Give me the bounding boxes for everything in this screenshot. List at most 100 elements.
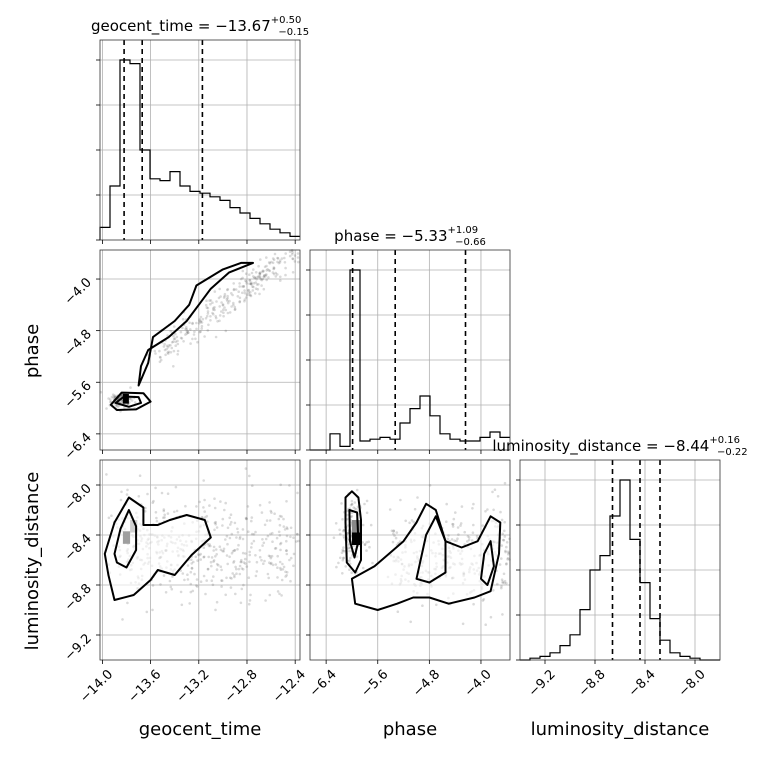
scatter-point-dist-phase-375	[467, 538, 471, 542]
scatter-point-phase-time-261	[260, 278, 264, 282]
scatter-point-dist-time-483	[146, 492, 149, 496]
scatter-point-phase-time-402	[154, 352, 157, 355]
scatter-point-phase-time-195	[276, 257, 280, 260]
x-tick-label-geocent_time-3: −12.8	[222, 667, 261, 706]
x-tick-label-phase-1: −5.6	[358, 667, 391, 700]
scatter-point-dist-phase-50	[343, 549, 346, 553]
scatter-point-dist-time-202	[268, 501, 271, 504]
scatter-point-phase-time-354	[258, 275, 262, 278]
scatter-point-dist-time-409	[110, 514, 113, 517]
scatter-point-dist-time-425	[254, 530, 257, 534]
scatter-point-dist-phase-209	[459, 524, 462, 527]
scatter-point-phase-time-356	[267, 276, 270, 279]
scatter-point-dist-time-378	[220, 579, 224, 582]
scatter-point-dist-time-406	[190, 567, 194, 570]
scatter-point-phase-time-272	[272, 258, 276, 262]
scatter-point-dist-time-123	[137, 495, 141, 498]
scatter-point-dist-time-5	[219, 565, 223, 568]
scatter-point-dist-time-69	[162, 508, 166, 511]
scatter-point-phase-time-157	[214, 335, 218, 339]
scatter-point-dist-time-276	[229, 586, 233, 589]
scatter-point-phase-time-201	[274, 275, 278, 278]
scatter-point-dist-time-102	[174, 485, 178, 489]
scatter-point-dist-phase-492	[399, 498, 402, 502]
scatter-point-phase-time-305	[262, 287, 266, 291]
scatter-point-dist-time-25	[205, 579, 208, 582]
scatter-point-dist-phase-338	[392, 529, 396, 533]
scatter-point-dist-time-86	[198, 500, 201, 504]
scatter-point-phase-time-304	[186, 331, 190, 335]
scatter-point-dist-time-402	[189, 570, 193, 574]
scatter-point-phase-time-293	[162, 345, 166, 348]
scatter-point-phase-time-69	[119, 400, 123, 403]
scatter-point-phase-time-255	[206, 310, 210, 313]
scatter-point-phase-time-216	[254, 287, 258, 291]
scatter-point-phase-time-375	[261, 269, 265, 273]
scatter-point-phase-time-181	[264, 273, 267, 277]
title-geocent-time-median: −13.67	[215, 17, 271, 35]
scatter-point-dist-time-442	[164, 591, 168, 594]
histogram-luminosity_distance	[520, 479, 720, 661]
scatter-point-phase-time-271	[291, 271, 295, 274]
scatter-point-dist-time-454	[241, 537, 245, 541]
scatter-point-dist-phase-351	[507, 551, 511, 555]
scatter-point-phase-time-202	[241, 291, 244, 295]
scatter-point-phase-time-381	[164, 353, 167, 357]
scatter-point-phase-time-156	[191, 322, 194, 326]
scatter-point-dist-phase-38	[350, 502, 354, 506]
scatter-point-dist-time-186	[260, 558, 263, 562]
scatter-point-dist-phase-400	[501, 581, 505, 585]
scatter-point-dist-time-155	[145, 610, 149, 614]
scatter-point-dist-phase-278	[471, 531, 475, 534]
scatter-point-phase-time-302	[214, 316, 218, 320]
scatter-point-phase-time-324	[250, 283, 253, 286]
scatter-point-dist-phase-8	[341, 558, 345, 562]
scatter-point-dist-time-144	[278, 560, 282, 564]
scatter-point-dist-phase-361	[482, 598, 486, 601]
scatter-point-dist-time-513	[225, 554, 229, 557]
scatter-point-phase-time-382	[279, 275, 282, 279]
scatter-point-dist-phase-408	[498, 563, 502, 566]
scatter-point-phase-time-198	[255, 278, 258, 281]
scatter-point-phase-time-319	[283, 261, 287, 264]
scatter-point-dist-phase-285	[466, 540, 469, 543]
scatter-point-phase-time-267	[252, 282, 256, 285]
scatter-point-phase-time-249	[167, 350, 171, 354]
scatter-point-dist-time-234	[250, 516, 254, 519]
y-tick-label-phase-2: −4.8	[62, 327, 95, 360]
scatter-point-dist-phase-19	[361, 566, 365, 570]
scatter-point-dist-time-353	[267, 554, 271, 558]
x-axis-label-luminosity-distance: luminosity_distance	[531, 719, 710, 740]
scatter-point-phase-time-388	[243, 298, 247, 301]
scatter-point-dist-time-441	[213, 521, 217, 525]
title-luminosity-distance-minus: −0.22	[717, 447, 748, 458]
title-phase-prefix: phase =	[334, 227, 401, 245]
scatter-point-dist-time-354	[212, 559, 216, 562]
scatter-point-dist-phase-410	[456, 537, 459, 540]
scatter-point-dist-time-491	[292, 564, 295, 568]
scatter-point-dist-time-445	[215, 562, 219, 566]
scatter-point-dist-time-453	[251, 484, 254, 488]
scatter-point-dist-time-35	[188, 602, 191, 605]
scatter-point-phase-time-221	[230, 305, 233, 308]
scatter-point-phase-time-321	[262, 269, 265, 273]
scatter-point-dist-phase-443	[446, 537, 450, 541]
scatter-point-phase-time-396	[239, 277, 243, 281]
scatter-point-dist-time-460	[241, 551, 245, 555]
panel-frame-2-2	[519, 459, 721, 661]
scatter-point-phase-time-328	[241, 269, 245, 273]
scatter-point-phase-time-369	[153, 349, 157, 353]
scatter-point-phase-time-167	[272, 267, 275, 271]
scatter-point-phase-time-294	[196, 340, 199, 344]
x-tick-label-geocent_time-2: −13.2	[174, 667, 213, 706]
scatter-point-phase-time-362	[232, 303, 235, 307]
scatter-point-dist-time-411	[263, 523, 267, 527]
scatter-point-phase-time-220	[293, 254, 297, 257]
scatter-point-dist-time-282	[212, 575, 215, 578]
scatter-point-dist-phase-212	[470, 539, 474, 542]
scatter-point-dist-time-138	[215, 553, 218, 556]
histogram-layer	[99, 40, 720, 661]
scatter-point-phase-time-100	[113, 394, 116, 397]
y-axis-label-phase: phase	[22, 324, 43, 378]
scatter-point-phase-time-246	[226, 297, 229, 300]
